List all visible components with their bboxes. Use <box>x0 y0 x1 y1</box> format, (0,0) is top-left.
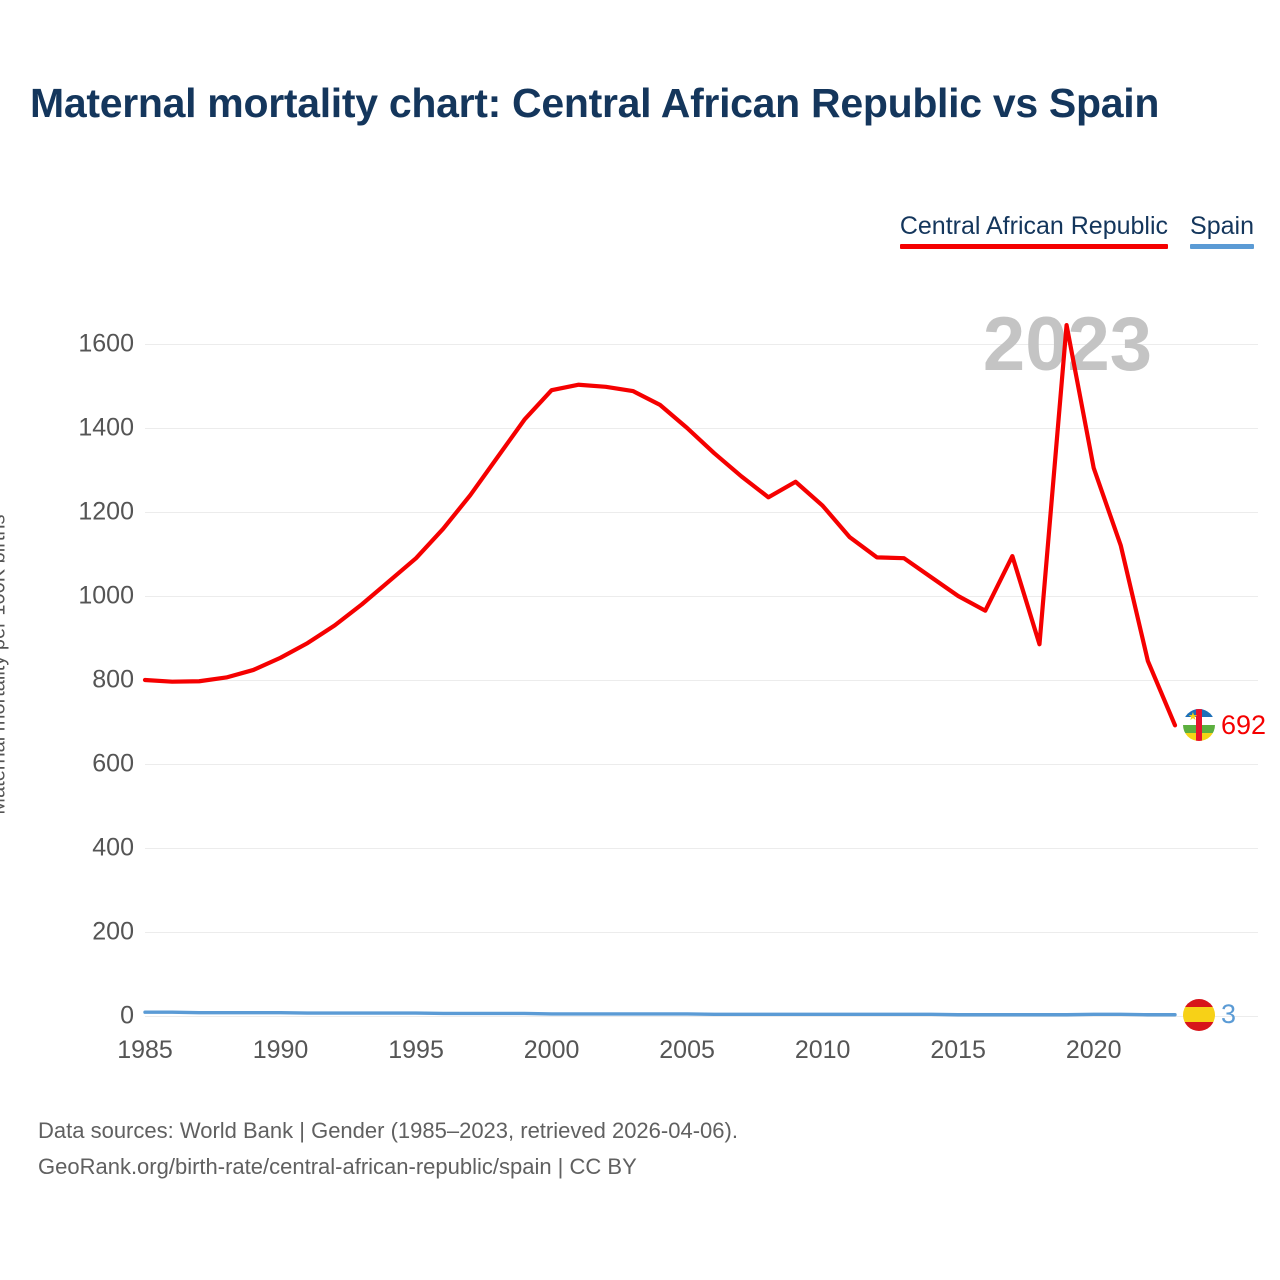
y-axis-tick-label: 600 <box>92 749 134 778</box>
x-axis-tick-label: 2000 <box>523 1036 580 1064</box>
x-axis-tick-label: 2010 <box>794 1036 851 1064</box>
legend-label: Central African Republic <box>899 212 1169 240</box>
gridline <box>145 848 1258 849</box>
legend-item-central-african-republic[interactable]: Central African Republic <box>899 212 1169 249</box>
year-watermark: 2023 <box>982 302 1152 387</box>
x-axis-tick-label: 1990 <box>252 1036 309 1064</box>
gridline <box>145 512 1258 513</box>
x-axis-tick-label: 2015 <box>930 1036 986 1064</box>
end-value: 3 <box>1221 999 1237 1030</box>
spain-flag-icon <box>1183 998 1215 1031</box>
gridline <box>145 596 1258 597</box>
end-value: 692 <box>1221 709 1267 740</box>
gridline <box>145 1016 1258 1017</box>
footer-data-sources: Data sources: World Bank | Gender (1985–… <box>38 1118 738 1143</box>
gridline <box>145 932 1258 933</box>
legend-color-rule <box>899 243 1169 249</box>
legend-label: Spain <box>1190 212 1254 240</box>
footer-attribution: GeoRank.org/birth-rate/central-african-r… <box>38 1154 637 1180</box>
gridline <box>145 680 1258 681</box>
footer: Data sources: World Bank | Gender (1985–… <box>38 1113 738 1186</box>
x-axis-tick-label: 2005 <box>659 1036 715 1064</box>
central-african-republic-flag-icon: ★ <box>1183 709 1215 742</box>
x-axis-tick-label: 1985 <box>117 1036 173 1064</box>
gridline <box>145 764 1258 765</box>
y-axis-tick-label: 200 <box>92 917 134 946</box>
gridline <box>145 344 1258 345</box>
series-line <box>143 1010 1177 1017</box>
gridline <box>145 428 1258 429</box>
y-axis-tick-label: 1600 <box>78 329 134 358</box>
x-axis-tick-label: 1995 <box>388 1036 444 1064</box>
end-marker-central-african-republic: ★ 692 <box>1183 709 1267 742</box>
y-axis-tick-label: 1400 <box>78 413 134 442</box>
y-axis-tick-label: 400 <box>92 833 134 862</box>
chart-legend: Central African Republic Spain <box>899 212 1254 249</box>
series-line <box>142 323 1178 728</box>
legend-item-spain[interactable]: Spain <box>1190 212 1254 249</box>
y-axis-tick-label: 1000 <box>78 581 134 610</box>
y-axis-tick-label: 800 <box>92 665 134 694</box>
page-title: Maternal mortality chart: Central Africa… <box>30 80 1160 126</box>
legend-color-rule <box>1190 243 1254 249</box>
y-axis-tick-label: 0 <box>120 1001 134 1030</box>
x-axis-tick-label: 2020 <box>1065 1036 1122 1064</box>
end-marker-spain: 3 <box>1183 998 1237 1031</box>
y-axis-tick-label: 1200 <box>78 497 134 526</box>
